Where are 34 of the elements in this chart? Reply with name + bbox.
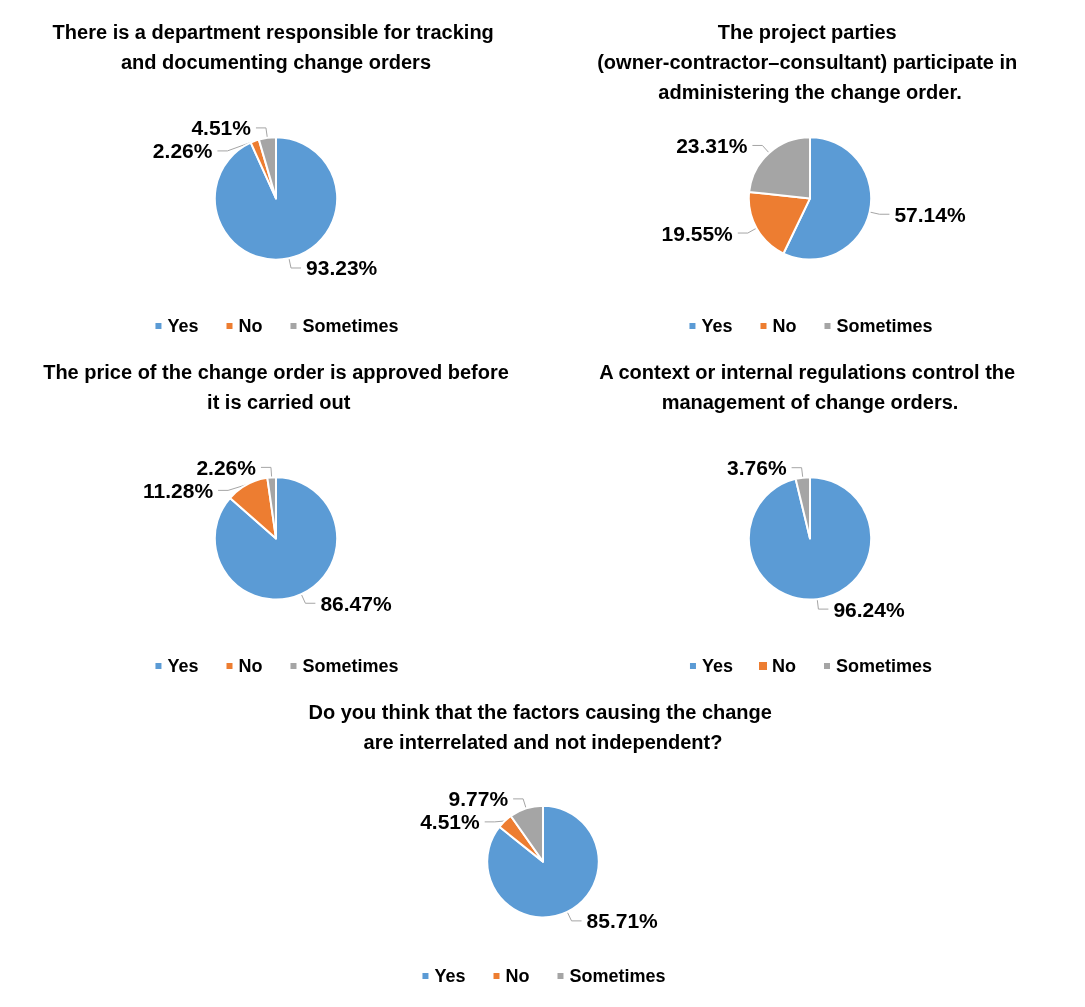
chart-title: The price of the change order is approved before it is carried out bbox=[42, 361, 509, 413]
legend-label: Yes bbox=[166, 656, 199, 676]
data-label: 19.55% bbox=[661, 221, 733, 245]
data-label: 86.47% bbox=[319, 591, 392, 615]
data-label: 11.28% bbox=[142, 478, 213, 502]
data-label: 85.71% bbox=[586, 909, 658, 933]
legend-label: Yes bbox=[166, 316, 199, 336]
legend-label: Sometimes bbox=[302, 656, 399, 676]
chart-title: There is a department responsible for tracking and documenting change orders bbox=[52, 21, 499, 73]
data-label: 2.26% bbox=[195, 455, 256, 479]
data-label: 57.14% bbox=[893, 202, 966, 226]
legend-label: No bbox=[771, 656, 796, 676]
chart-title: A context or internal regulations control the management of change orders. bbox=[598, 361, 1021, 413]
legend-label: Yes bbox=[433, 966, 466, 986]
legend-label: No bbox=[505, 966, 529, 986]
data-label: 23.31% bbox=[675, 133, 748, 157]
legend-label: Sometimes bbox=[302, 316, 399, 336]
chart-title: The project parties (owner-contractor–consultant) participate in administering the change order. bbox=[596, 21, 1023, 103]
data-label: 4.51% bbox=[190, 116, 251, 140]
legend-label: Sometimes bbox=[569, 966, 666, 986]
legend-label: No bbox=[238, 316, 262, 336]
legend-label: Sometimes bbox=[835, 656, 932, 676]
data-label: 4.51% bbox=[419, 810, 480, 834]
data-label: 3.76% bbox=[726, 456, 787, 480]
legend-label: No bbox=[772, 316, 796, 336]
legend-label: Yes bbox=[701, 656, 733, 676]
data-label: 93.23% bbox=[305, 256, 378, 280]
data-label: 9.77% bbox=[448, 787, 508, 811]
data-label: 2.26% bbox=[152, 139, 213, 163]
legend-label: Sometimes bbox=[836, 316, 933, 336]
legend-label: Yes bbox=[700, 316, 733, 336]
chart-title: Do you think that the factors causing the change are interrelated and not independent? bbox=[308, 701, 777, 753]
legend-label: No bbox=[238, 656, 262, 676]
data-label: 96.24% bbox=[832, 597, 905, 621]
